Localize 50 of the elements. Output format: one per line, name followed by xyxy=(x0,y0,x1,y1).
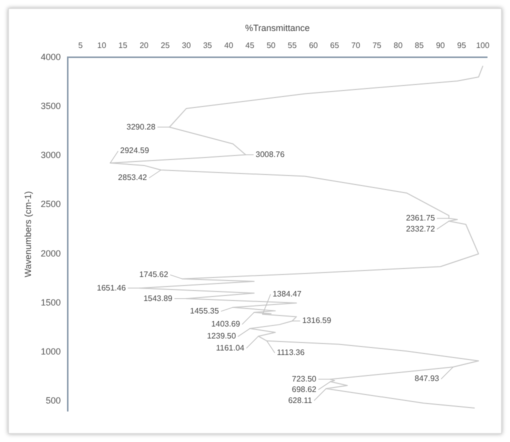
y-tick-label: 4000 xyxy=(40,52,61,62)
annotation: 2853.42 xyxy=(118,173,148,182)
annotation: 723.50 xyxy=(292,374,317,384)
annotation: 2361.75 xyxy=(406,214,436,223)
annotation: 1745.62 xyxy=(139,270,169,280)
x-tick-label: 75 xyxy=(372,40,382,50)
x-tick-label: 35 xyxy=(203,40,213,50)
x-tick-label: 45 xyxy=(245,40,255,50)
x-tick-label: 30 xyxy=(182,40,192,50)
x-tick-label: 90 xyxy=(436,40,446,50)
annotation: 847.93 xyxy=(414,374,440,384)
x-tick-label: 40 xyxy=(224,40,234,50)
annotation: 3290.28 xyxy=(126,122,156,132)
annotation: 1651.46 xyxy=(96,283,126,292)
annotation: 2332.72 xyxy=(406,224,436,234)
y-tick-label: 3500 xyxy=(40,100,61,111)
x-tick-label: 55 xyxy=(288,40,298,50)
x-tick-label: 100 xyxy=(476,40,490,50)
annotation: 1113.36 xyxy=(276,348,306,358)
x-tick-label: 20 xyxy=(140,40,150,50)
x-tick-label: 80 xyxy=(394,40,404,50)
annotation: 1239.50 xyxy=(206,332,236,341)
annotation: 698.62 xyxy=(292,384,317,394)
x-tick-label: 95 xyxy=(457,40,467,50)
x-axis-title: %Transmittance xyxy=(245,22,310,33)
annotation: 1316.59 xyxy=(302,316,332,326)
annotation: 1543.89 xyxy=(143,294,173,303)
annotation: 1384.47 xyxy=(272,290,302,299)
x-tick-label: 65 xyxy=(330,40,340,50)
y-tick-label: 2000 xyxy=(40,248,61,258)
annotation: 3008.76 xyxy=(256,150,286,159)
annotation: 2924.59 xyxy=(120,146,150,156)
x-tick-label: 50 xyxy=(266,40,276,50)
y-tick-label: 2500 xyxy=(40,199,61,210)
y-tick-label: 1000 xyxy=(40,346,61,357)
x-tick-label: 15 xyxy=(118,40,128,50)
y-tick-label: 500 xyxy=(46,396,61,406)
annotation: 1161.04 xyxy=(216,343,245,352)
y-tick-label: 3000 xyxy=(40,150,61,160)
y-tick-label: 1500 xyxy=(40,297,61,308)
y-axis-title: Wavenumbers (cm-1) xyxy=(22,191,33,278)
x-tick-label: 60 xyxy=(308,40,318,50)
x-tick-label: 70 xyxy=(351,40,361,50)
annotation: 628.11 xyxy=(288,396,313,405)
x-tick-label: 5 xyxy=(78,40,84,50)
x-tick-label: 10 xyxy=(97,40,107,50)
annotation: 1455.35 xyxy=(190,306,220,316)
x-tick-label: 25 xyxy=(160,40,170,50)
annotation: 1403.69 xyxy=(211,320,241,329)
x-tick-label: 85 xyxy=(414,40,424,50)
